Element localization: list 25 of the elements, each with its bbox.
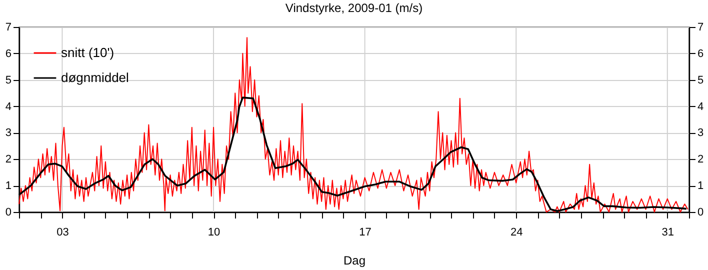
x-tick-label: 24: [510, 226, 523, 238]
y2-tick-label: 4: [698, 100, 704, 113]
y-tick-label: 3: [5, 127, 12, 140]
y2-tick-label: 1: [698, 180, 704, 192]
legend-label: snitt (10'): [61, 45, 114, 60]
y-tick-label: 0: [5, 206, 12, 218]
legend-label: døgnmiddel: [61, 70, 130, 85]
y2-tick-label: 0: [698, 206, 704, 218]
x-tick-label: 31: [662, 226, 674, 238]
y-tick-label: 4: [5, 100, 12, 113]
y-tick-label: 6: [5, 48, 12, 60]
y2-tick-label: 3: [698, 127, 704, 140]
y2-tick-label: 2: [698, 154, 704, 166]
y-tick-label: 7: [5, 22, 12, 34]
y2-tick-label: 5: [698, 74, 704, 86]
x-tick-label: 03: [56, 226, 69, 238]
x-tick-label: 17: [359, 226, 372, 238]
y-tick-label: 5: [5, 74, 12, 86]
chart-title: Vindstyrke, 2009-01 (m/s): [285, 1, 423, 15]
y-tick-label: 1: [5, 180, 12, 192]
y2-tick-label: 6: [698, 48, 704, 60]
y-tick-label: 2: [5, 154, 12, 166]
x-tick-label: 10: [208, 226, 220, 238]
y2-tick-label: 7: [698, 22, 704, 34]
x-axis-title: Dag: [343, 254, 366, 268]
